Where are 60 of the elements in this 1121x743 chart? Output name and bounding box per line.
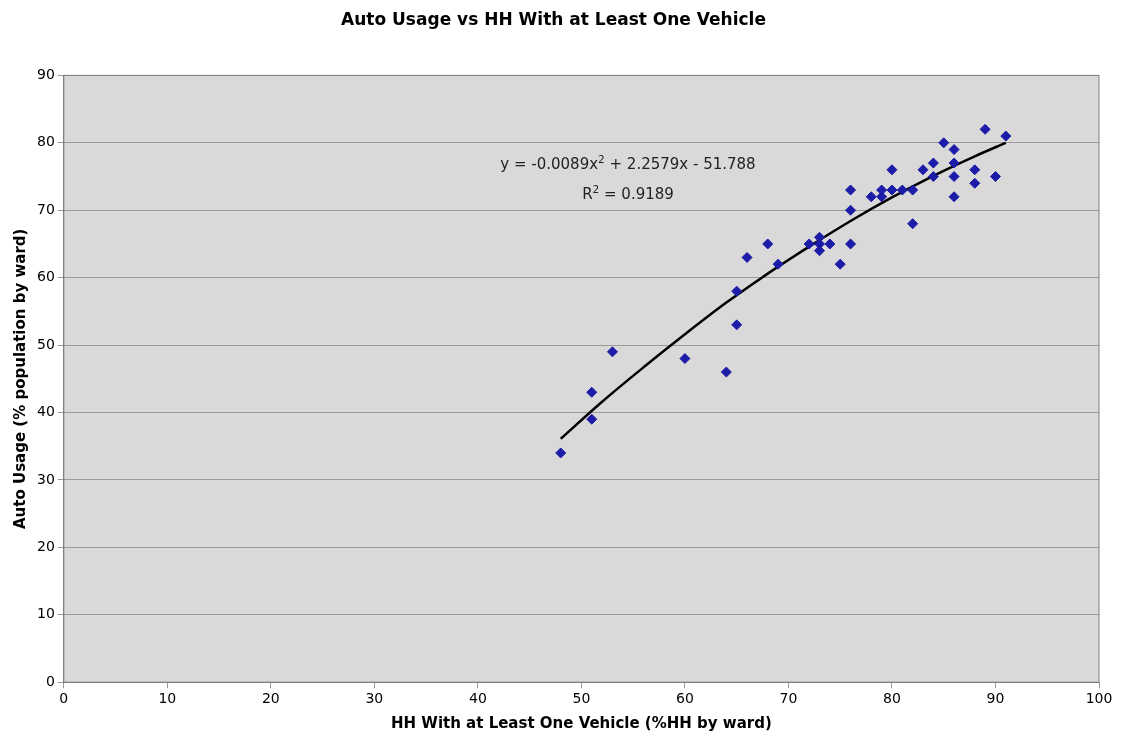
point [720,366,732,378]
point [989,171,1001,183]
y-tick-label: 80 [36,133,55,150]
point [803,238,815,250]
y-tick-label: 70 [36,200,55,217]
point [606,346,618,358]
x-tick-label: 80 [883,690,901,707]
point [886,164,898,176]
point [938,137,950,149]
x-tick-label: 40 [468,690,487,707]
point [845,204,857,216]
x-tick-label: 100 [1085,690,1113,707]
x-tick-label: 60 [676,690,694,707]
point [917,164,929,176]
y-tick-label: 20 [36,538,55,554]
point [679,353,691,365]
point [948,157,960,169]
point [907,184,919,196]
point [824,238,836,250]
x-tick-label: 50 [572,690,591,707]
point [886,184,898,196]
point [948,144,960,156]
y-tick-label: 50 [36,335,55,352]
point [845,184,857,196]
x-tick-label: 90 [986,690,1005,707]
point [969,164,981,176]
point [834,258,846,270]
point [731,285,743,297]
point [762,238,774,250]
point [555,447,567,459]
point [586,386,598,398]
point [948,191,960,203]
point [927,171,939,183]
x-tick-label: 30 [365,690,384,707]
x-tick-label: 70 [779,690,798,707]
y-axis-title: Auto Usage (% population by ward) [10,228,29,529]
chart-title: Auto Usage vs HH With at Least One Vehicle [341,8,766,29]
point [896,184,908,196]
point [731,319,743,331]
point [948,171,960,183]
point [741,251,753,263]
point [927,157,939,169]
point [772,258,784,270]
x-axis-title: HH With at Least One Vehicle (%HH by ward) [391,713,772,732]
y-tick-label: 40 [36,403,55,420]
point [969,177,981,189]
y-tick-label: 60 [36,268,55,285]
y-tick-label: 30 [36,470,55,487]
x-tick-label: 0 [59,690,69,707]
y-tick-label: 10 [36,605,55,622]
point [907,218,919,230]
y-tick-label: 0 [45,672,55,689]
point [586,413,598,425]
x-tick-label: 20 [261,690,280,707]
x-tick-label: 10 [158,690,177,707]
point [979,123,991,135]
point [865,191,877,203]
y-tick-label: 90 [36,66,55,83]
point [845,238,857,250]
point [1000,130,1012,142]
